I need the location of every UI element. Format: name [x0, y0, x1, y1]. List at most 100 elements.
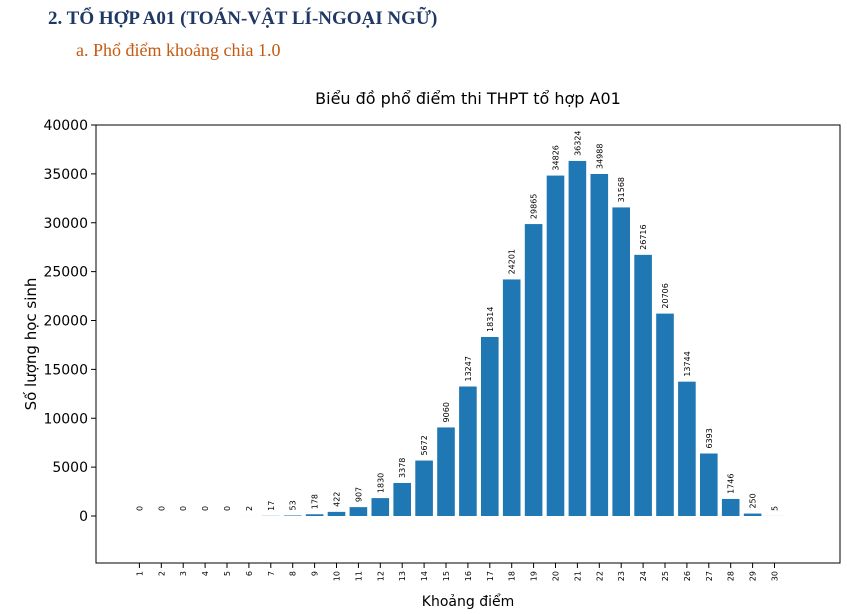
x-tick-label: 10: [333, 571, 342, 581]
y-tick-label: 25000: [43, 265, 88, 281]
y-axis-label: Số lượng học sinh: [22, 278, 40, 411]
x-tick-label: 7: [267, 571, 276, 576]
y-tick-label: 0: [79, 509, 88, 525]
x-tick-label: 25: [661, 571, 670, 581]
bar-12: [371, 498, 390, 516]
bar-value-label: 34988: [595, 144, 604, 169]
bar-value-label: 0: [135, 506, 144, 511]
bar-26: [678, 381, 696, 516]
y-tick-label: 5000: [52, 460, 88, 476]
x-tick-label: 15: [442, 571, 451, 581]
bar-value-label: 36324: [573, 130, 582, 155]
x-axis: 1 2 3 4 5 6 7 8 9 10 11 12 13 14 15 16 17 18 19 20 21 22 23 24 2…: [135, 563, 780, 581]
x-tick-label: 19: [530, 571, 539, 581]
bar-value-label: 31568: [617, 177, 626, 202]
bar-value-label: 0: [179, 506, 188, 511]
x-tick-label: 14: [420, 571, 429, 581]
bar-24: [634, 254, 652, 516]
x-tick-label: 30: [771, 571, 780, 581]
bar-15: [437, 427, 455, 516]
x-tick-label: 16: [464, 571, 473, 581]
bar-20: [546, 175, 565, 516]
x-tick-label: 28: [727, 571, 736, 581]
x-tick-label: 29: [749, 571, 758, 581]
bar-value-label: 0: [157, 506, 166, 511]
x-tick-label: 22: [595, 571, 604, 581]
y-tick-label: 35000: [43, 167, 88, 183]
bar-value-label: 250: [749, 493, 758, 508]
y-tick-label: 40000: [43, 118, 88, 134]
bar-16: [459, 386, 477, 516]
bar-19: [524, 224, 543, 516]
bar-22: [590, 173, 609, 516]
x-tick-label: 26: [683, 571, 692, 581]
bar-13: [393, 482, 411, 516]
x-tick-label: 11: [354, 571, 363, 581]
x-tick-label: 27: [705, 571, 714, 581]
bar-value-label: 17: [267, 501, 276, 511]
y-axis: 0 5000 10000 15000 20000 25000 30000 35000 40000: [43, 118, 96, 525]
bar-11: [349, 507, 368, 516]
bar-8: [283, 515, 302, 516]
bar-value-label: 907: [354, 487, 363, 502]
bar-value-label: 26716: [639, 224, 648, 249]
x-tick-label: 24: [639, 571, 648, 581]
bar-value-label: 18314: [486, 307, 495, 332]
bar-value-label: 29865: [530, 194, 539, 219]
y-tick-label: 20000: [43, 314, 88, 330]
y-tick-label: 10000: [43, 411, 88, 427]
bar-9: [305, 514, 324, 516]
chart-title: Biểu đồ phổ điểm thi THPT tổ hợp A01: [315, 89, 621, 108]
bars-group: 0 0 0 0 0 2 17 53 178 422 907 1830 3378 5672 9060 13247…: [135, 130, 784, 516]
bar-27: [700, 453, 718, 516]
bar-value-label: 5: [771, 506, 780, 511]
bar-value-label: 5672: [420, 435, 429, 455]
bar-17: [481, 336, 499, 516]
x-tick-label: 18: [508, 571, 517, 581]
x-tick-label: 2: [157, 571, 166, 576]
section-heading: 2. TỔ HỢP A01 (TOÁN-VẬT LÍ-NGOẠI NGỮ): [48, 8, 438, 29]
bar-value-label: 422: [333, 492, 342, 507]
bar-value-label: 6393: [705, 428, 714, 448]
x-tick-label: 1: [135, 571, 144, 576]
x-tick-label: 4: [201, 571, 210, 576]
x-tick-label: 3: [179, 571, 188, 576]
x-tick-label: 8: [289, 571, 298, 576]
x-tick-label: 12: [376, 571, 385, 581]
x-tick-label: 21: [573, 571, 582, 581]
bar-29: [743, 513, 762, 516]
x-tick-label: 6: [245, 571, 254, 576]
x-tick-label: 13: [398, 571, 407, 581]
x-tick-label: 17: [486, 571, 495, 581]
bar-10: [327, 511, 346, 516]
bar-value-label: 20706: [661, 283, 670, 308]
x-tick-label: 9: [311, 571, 320, 576]
bar-value-label: 24201: [508, 249, 517, 274]
x-tick-label: 20: [552, 571, 561, 581]
bar-value-label: 178: [311, 494, 320, 509]
bar-value-label: 53: [289, 500, 298, 510]
bar-value-label: 1746: [727, 474, 736, 494]
bar-18: [502, 279, 521, 516]
bar-value-label: 3378: [398, 458, 407, 478]
x-tick-label: 5: [223, 571, 232, 576]
x-axis-label: Khoảng điểm: [422, 593, 514, 610]
bar-value-label: 34826: [552, 145, 561, 170]
x-tick-label: 23: [617, 571, 626, 581]
bar-value-label: 9060: [442, 402, 451, 422]
y-tick-label: 15000: [43, 362, 88, 378]
bar-value-label: 0: [223, 506, 232, 511]
bar-value-label: 0: [201, 506, 210, 511]
bar-14: [415, 460, 433, 516]
bar-21: [568, 160, 587, 516]
bar-23: [612, 207, 630, 516]
bar-value-label: 13247: [464, 356, 473, 381]
bar-28: [721, 498, 740, 516]
y-tick-label: 30000: [43, 216, 88, 232]
bar-value-label: 2: [245, 506, 254, 511]
section-subheading: a. Phổ điểm khoảng chia 1.0: [76, 40, 281, 60]
bar-value-label: 1830: [376, 473, 385, 493]
bar-value-label: 13744: [683, 351, 692, 376]
bar-25: [656, 313, 674, 516]
